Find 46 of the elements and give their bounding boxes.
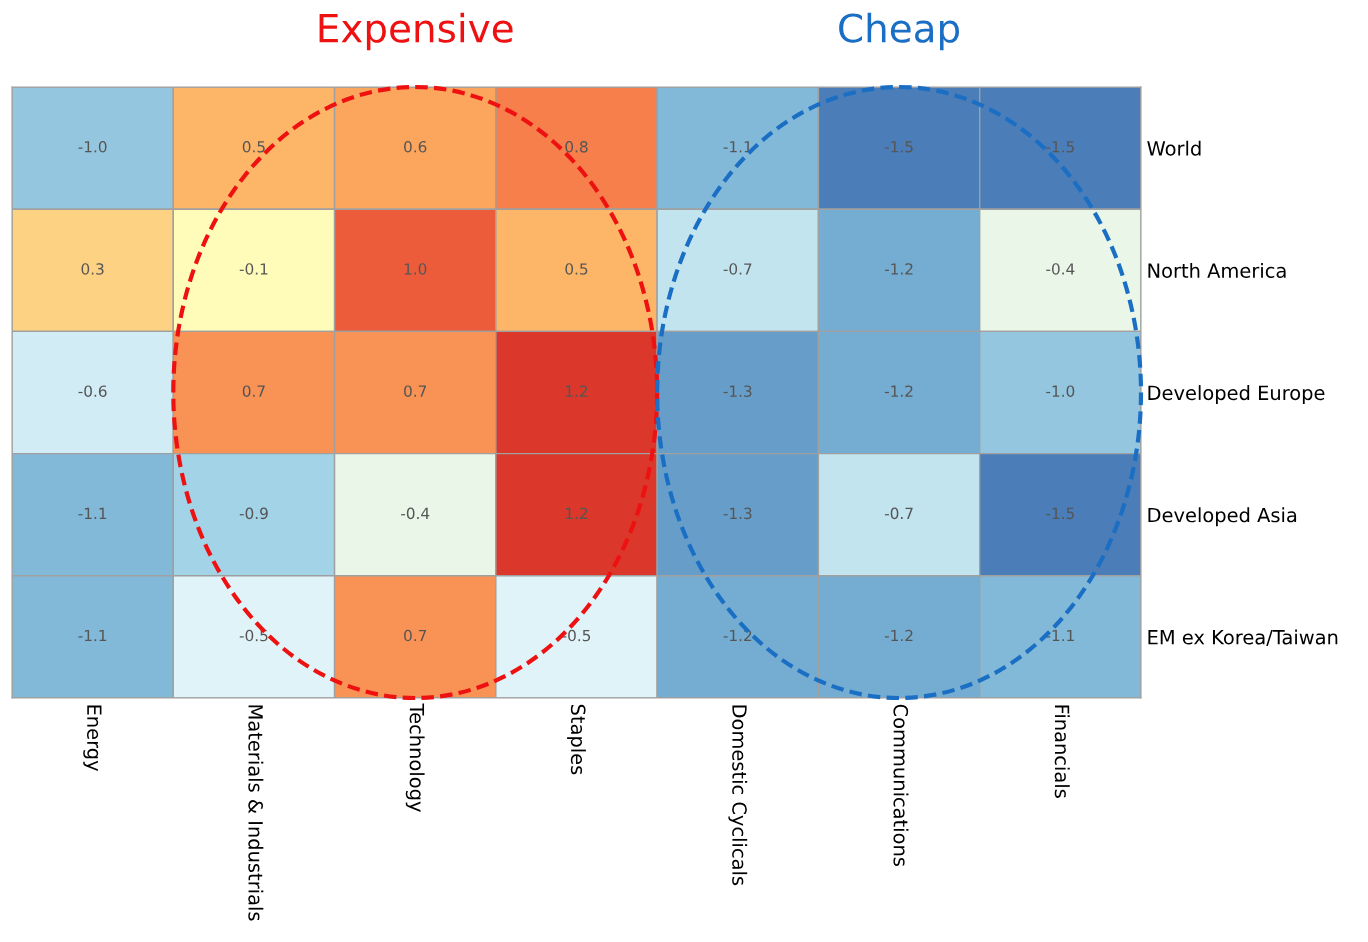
y-tick-label: North America [1148,262,1286,278]
text: Expensive [319,12,513,51]
data-label: -0.6 [78,385,107,397]
data-label: 0.7 [404,385,427,397]
data-label: -0.4 [1046,263,1075,275]
data-label: 0.3 [81,263,104,275]
data-label: -0.9 [239,507,268,520]
data-label: 1.0 [404,263,427,275]
data-label: -1.1 [1046,629,1074,642]
y-tick-label: Developed Europe [1148,385,1325,404]
y-tick-label: EM ex Korea/Taiwan [1148,629,1338,647]
x-tick-label: Technology [405,703,425,812]
data-label: -1.5 [1046,507,1074,520]
x-tick-label: Financials [1054,705,1070,798]
y-tick-label: Developed Asia [1148,507,1297,527]
x-tick-label: Energy [83,705,102,772]
text: Cheap [839,12,960,51]
data-label: -0.1 [239,263,268,275]
data-label: -0.4 [401,507,430,520]
data-label: -1.0 [78,140,107,153]
y-tick-label: World [1147,140,1201,156]
data-label: 1.2 [566,385,588,397]
data-label: -0.7 [884,507,913,520]
x-tick-label: Communications [893,704,909,866]
data-label: -1.3 [723,385,752,397]
data-label: -1.1 [78,629,107,642]
data-label: 0.7 [242,385,265,397]
data-label: -1.5 [1046,141,1074,153]
data-label: -1.1 [78,507,107,519]
data-label: -1.2 [884,263,913,275]
data-label: 1.2 [566,507,588,519]
data-label: 0.5 [242,140,265,153]
x-tick-label: Domestic Cyclicals [728,705,748,886]
data-label: -1.2 [884,385,913,397]
data-label: -1.5 [884,141,913,153]
data-label: -1.3 [723,507,752,520]
data-label: 0.8 [565,140,588,153]
data-label: -1.2 [884,629,913,642]
data-label: 0.5 [565,263,588,275]
x-tick-label: Staples [567,704,586,775]
x-tick-label: Materials & Industrials [248,705,264,921]
data-label: -1.0 [1046,385,1075,397]
data-label: -0.5 [562,629,591,642]
data-label: 0.6 [404,140,427,153]
data-label: -0.7 [723,263,752,275]
data-label: 0.7 [404,629,427,642]
